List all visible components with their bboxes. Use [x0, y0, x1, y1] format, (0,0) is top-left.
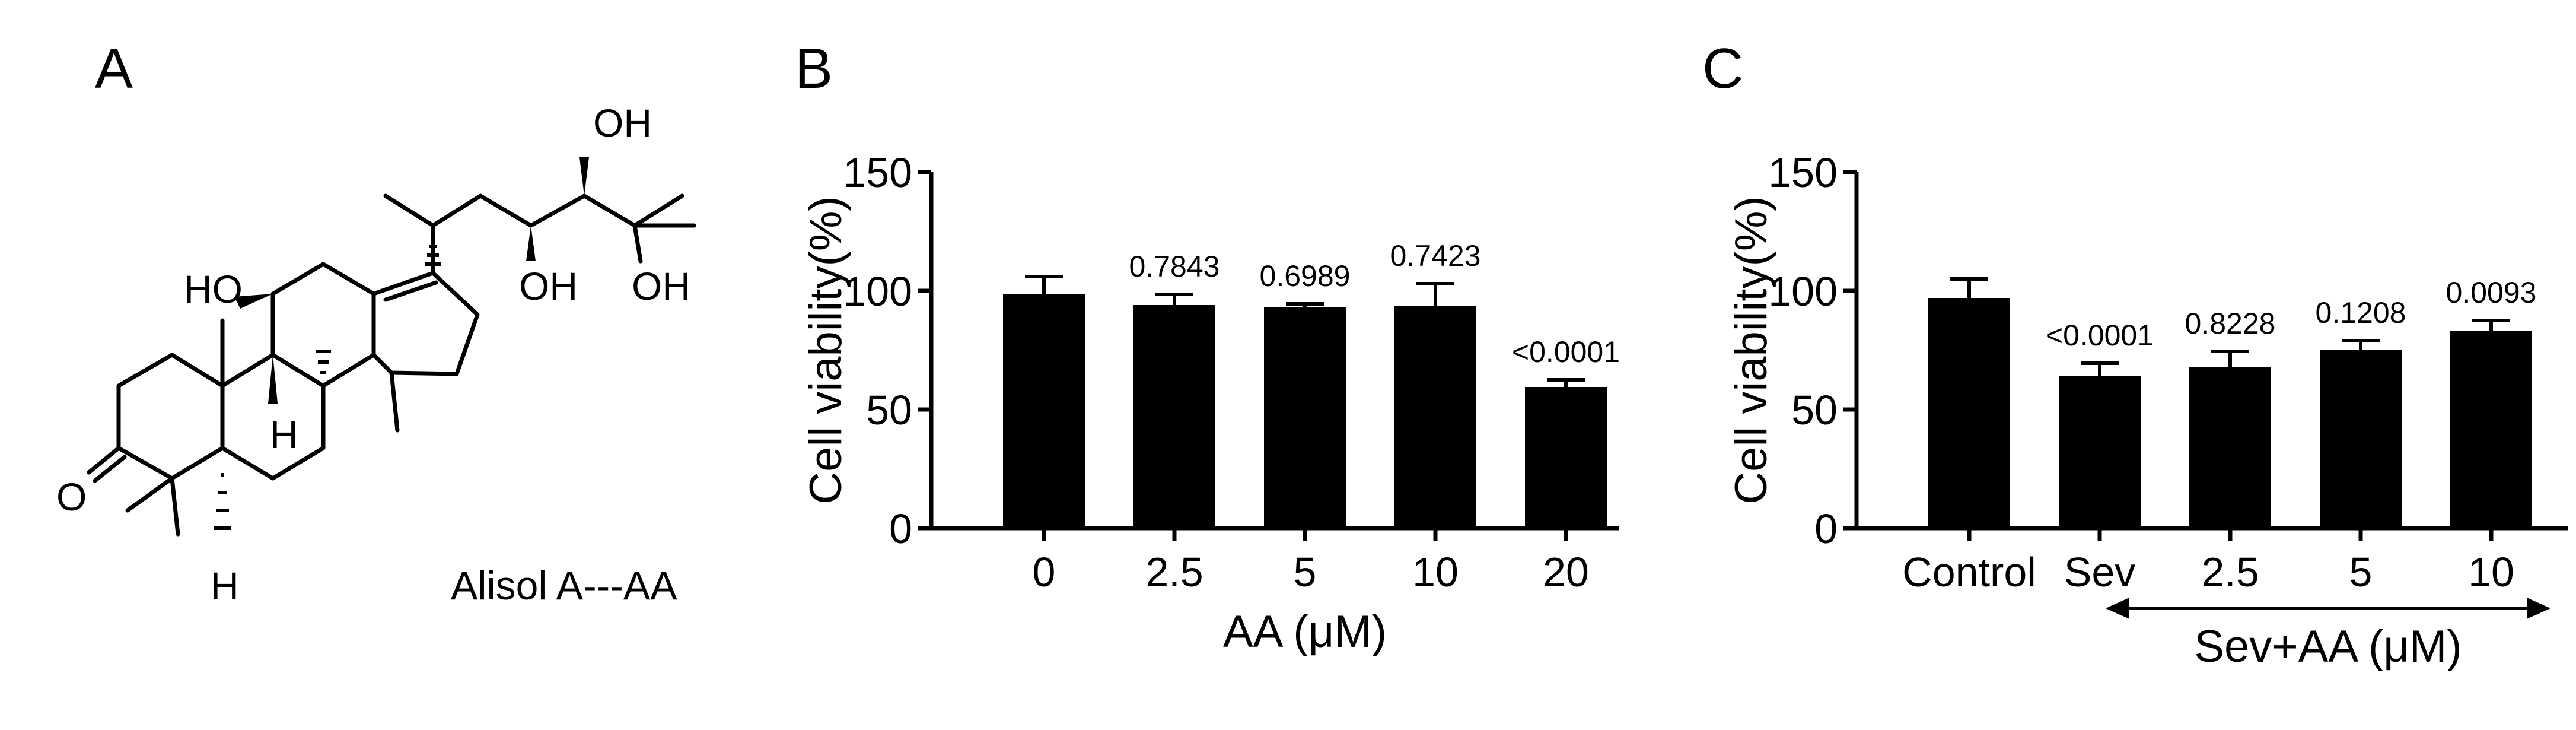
atom-ho-left: HO: [184, 267, 243, 311]
y-tick-label: 0: [889, 506, 912, 552]
y-tick-label: 50: [1791, 387, 1838, 433]
bar: [1525, 387, 1607, 528]
x-tick-label: 2.5: [2201, 549, 2259, 595]
x-tick-label: 5: [1294, 549, 1317, 595]
panel-c: C 0 50 100 150 Cell viability(%) Control Sev <0…: [1696, 0, 2576, 730]
y-tick-label: 100: [1768, 268, 1838, 315]
panel-a: A: [0, 0, 771, 730]
panel-b: B 0 50 100 150 Cell viability(%) 0 2.5 0.7843 5 0…: [771, 0, 1619, 730]
panel-a-label: A: [95, 37, 133, 100]
p-value-label: 0.0093: [2446, 276, 2537, 309]
y-tick-label: 50: [866, 387, 912, 433]
bar: [1264, 307, 1346, 528]
x-tick-label: Control: [1902, 549, 2036, 595]
bar: [2450, 331, 2532, 528]
stereo-bonds: [234, 157, 589, 404]
x-tick-label: 20: [1543, 549, 1589, 595]
bar: [2059, 376, 2141, 528]
arrow-head-right: [2527, 598, 2550, 619]
atom-h-bottom: H: [211, 564, 239, 608]
structure-bonds: [87, 193, 696, 537]
p-value-label: <0.0001: [2046, 319, 2154, 352]
alisol-a-structure: A: [56, 37, 696, 608]
y-axis-title: Cell viability(%): [801, 196, 851, 504]
bar: [1003, 294, 1085, 528]
x-tick-label: 0: [1033, 549, 1056, 595]
bar: [1133, 305, 1215, 528]
bar: [2320, 350, 2402, 528]
atom-oh-top: OH: [593, 101, 652, 145]
bar: [1394, 306, 1476, 528]
p-value-label: 0.1208: [2316, 296, 2406, 329]
x-tick-label: 10: [2468, 549, 2514, 595]
x-tick-label: 5: [2349, 549, 2373, 595]
x-axis-title: AA (μM): [1223, 607, 1387, 657]
y-tick-label: 150: [1768, 150, 1838, 196]
atom-h-mid: H: [270, 412, 298, 456]
p-value-label: 0.7423: [1390, 239, 1481, 272]
x-tick-label: 10: [1412, 549, 1459, 595]
bar: [2189, 367, 2271, 528]
y-axis-title: Cell viability(%): [1726, 196, 1776, 504]
p-value-label: 0.8228: [2185, 307, 2276, 340]
panel-c-label: C: [1702, 37, 1743, 100]
x-tick-label: Sev: [2064, 549, 2136, 595]
atom-oh-mid: OH: [519, 264, 578, 308]
bar: [1928, 298, 2010, 528]
x-axis-title: Sev+AA (μM): [2194, 621, 2462, 672]
p-value-label: 0.7843: [1129, 250, 1220, 283]
hash-bonds: [214, 245, 441, 530]
y-tick-label: 100: [843, 268, 912, 315]
x-tick-label: 2.5: [1145, 549, 1203, 595]
atom-oh-right: OH: [632, 264, 690, 308]
y-tick-label: 150: [843, 150, 912, 196]
atom-o-ketone: O: [56, 475, 87, 519]
panel-b-label: B: [795, 37, 833, 100]
p-value-label: 0.6989: [1260, 259, 1351, 293]
compound-label: Alisol A---AA: [451, 563, 677, 608]
y-tick-label: 0: [1814, 506, 1838, 552]
arrow-head-left: [2106, 598, 2129, 619]
p-value-label: <0.0001: [1512, 335, 1619, 369]
